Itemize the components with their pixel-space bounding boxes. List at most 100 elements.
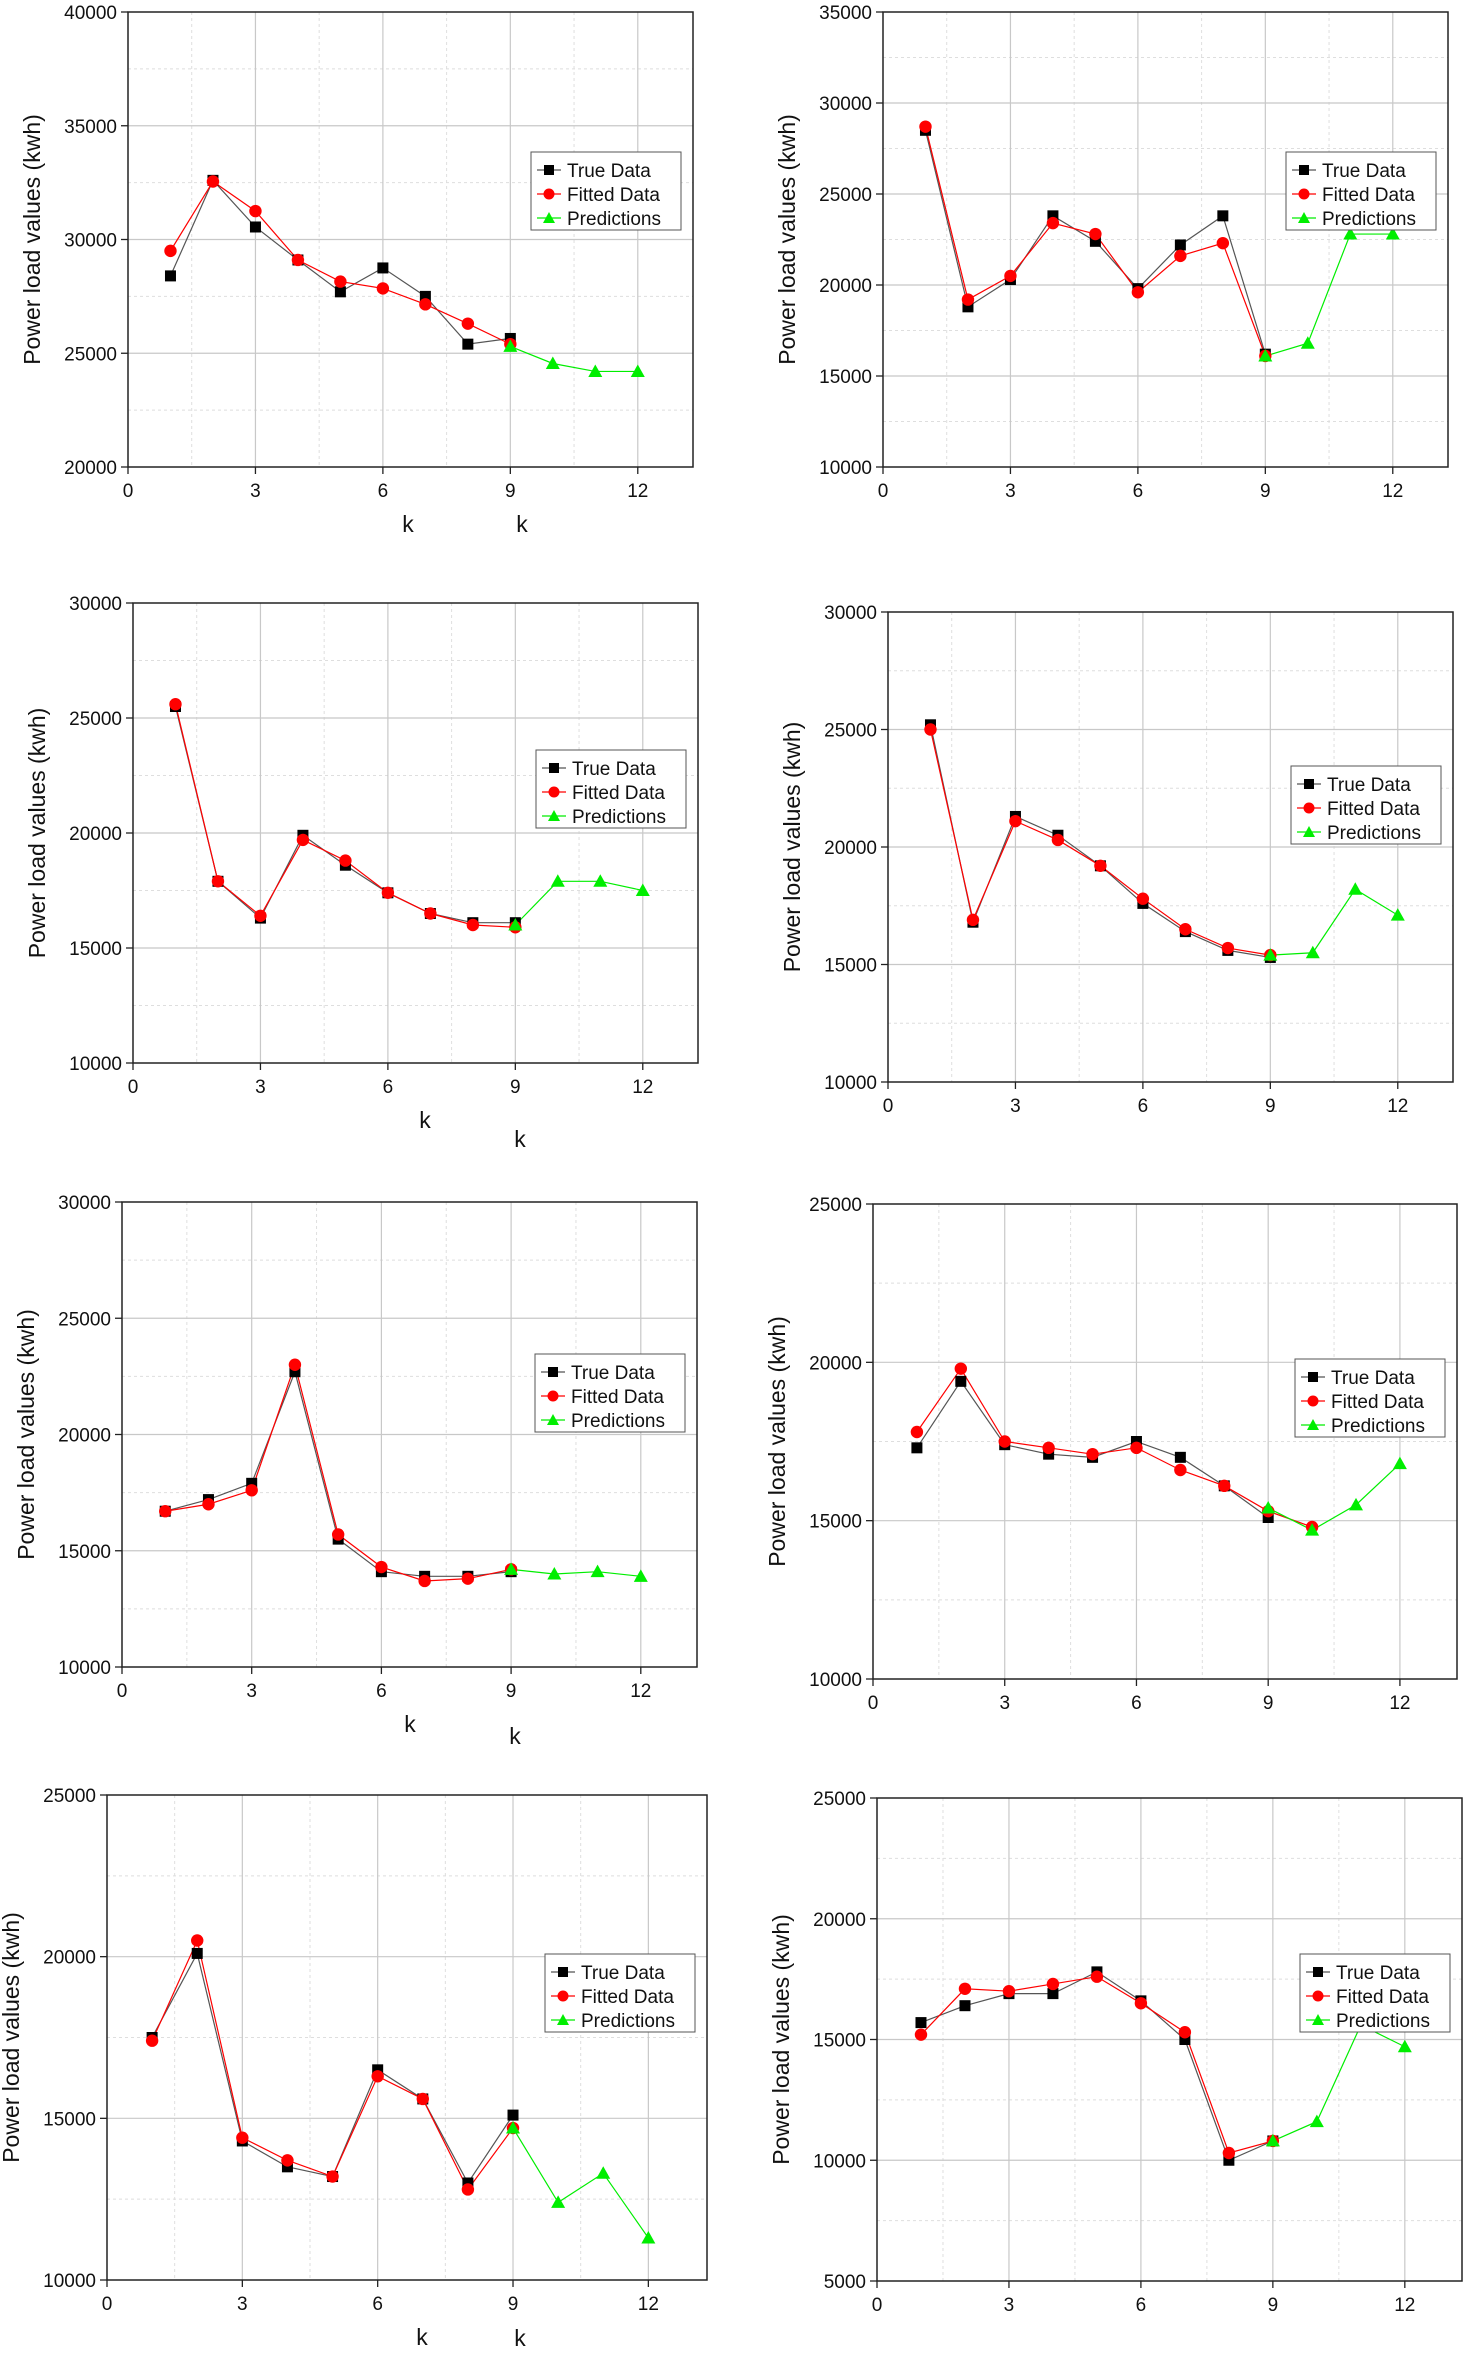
legend-box: [544, 1953, 696, 2033]
y-tick-label: 20000: [813, 1910, 866, 1931]
legend-label-predictions: Predictions: [1322, 209, 1416, 230]
y-axis-label: Power load values (kwh): [768, 1914, 794, 2165]
y-tick-label: 30000: [64, 231, 117, 252]
fitted-data-point: [958, 1982, 972, 1995]
fitted-data-point: [1051, 833, 1065, 847]
fitted-data-point: [1004, 269, 1017, 283]
y-axis-label: Power load values (kwh): [764, 1316, 790, 1567]
y-axis-label: Power load values (kwh): [779, 722, 805, 973]
y-tick-label: 30000: [819, 94, 872, 115]
true-data-point: [1262, 1512, 1274, 1523]
true-data-point: [164, 270, 176, 282]
fitted-data-point: [1131, 286, 1145, 299]
prediction-point: [1349, 1497, 1364, 1511]
x-tick-label: 6: [1133, 481, 1144, 502]
fitted-data-point: [924, 723, 937, 736]
fitted-data-point: [334, 275, 347, 288]
fitted-data-point: [914, 2028, 928, 2041]
y-tick-label: 20000: [69, 824, 122, 845]
prediction-point: [1265, 2133, 1280, 2147]
legend-marker: [1304, 779, 1314, 789]
true-data-point: [1047, 210, 1059, 222]
legend-marker: [547, 1390, 559, 1402]
y-tick-label: 40000: [64, 3, 117, 24]
x-tick-label: 12: [630, 1681, 651, 1702]
prediction-point: [547, 1567, 562, 1580]
x-axis-label: k: [514, 2325, 526, 2351]
fitted-data-point: [159, 1505, 172, 1518]
fitted-data-point: [288, 1358, 302, 1371]
x-tick-label: 0: [878, 481, 889, 502]
true-data-point: [1043, 1448, 1055, 1460]
legend: True Data Fitted Data Predictions: [544, 1953, 696, 2033]
x-tick-label: 9: [505, 481, 516, 502]
legend-marker: [1299, 165, 1309, 175]
legend-marker: [1312, 1990, 1324, 2002]
legend-label-predictions: Predictions: [1336, 2011, 1430, 2032]
prediction-point: [635, 883, 650, 896]
true-data-point: [419, 290, 431, 302]
predictions-line: [514, 880, 643, 926]
true-data-point: [915, 2017, 927, 2029]
legend-marker: [1308, 1372, 1318, 1382]
legend-marker: [544, 165, 554, 175]
fitted-data-point: [381, 886, 395, 899]
legend-label-fitted-data: Fitted Data: [581, 1987, 674, 2008]
fitted-data-point: [371, 2070, 384, 2083]
x-tick-label: 9: [1263, 1693, 1274, 1714]
y-axis-label: Power load values (kwh): [24, 708, 50, 959]
prediction-point: [551, 2195, 566, 2208]
x-tick-label: 0: [117, 1681, 128, 1702]
true-data-point: [1174, 1451, 1186, 1463]
legend-label-true-data: True Data: [1336, 1963, 1420, 1984]
y-axis-label: Power load values (kwh): [13, 1309, 39, 1560]
prediction-point: [588, 364, 603, 377]
legend: True Data Fitted Data Predictions: [1294, 1358, 1446, 1438]
true-data-point: [246, 1477, 258, 1489]
x-tick-label: 9: [508, 2294, 519, 2315]
legend-box: [1294, 1358, 1446, 1438]
prediction-point: [1305, 945, 1320, 959]
true-data-point: [1130, 1436, 1142, 1447]
fitted-data-point: [1042, 1441, 1055, 1455]
fitted-data-point: [910, 1425, 924, 1439]
legend-label-true-data: True Data: [1331, 1368, 1415, 1389]
legend-label-fitted-data: Fitted Data: [1336, 1987, 1429, 2008]
legend-label-fitted-data: Fitted Data: [572, 783, 665, 804]
legend-box: [1290, 765, 1442, 845]
legend-box: [1299, 1953, 1451, 2033]
fitted-data-point: [1136, 892, 1150, 905]
fitted-data-point: [236, 2131, 249, 2144]
fitted-data-point: [254, 909, 267, 922]
x-axis-label: k: [404, 1711, 416, 1737]
legend-label-true-data: True Data: [581, 1963, 665, 1984]
predictions-line: [1270, 888, 1399, 956]
y-tick-label: 15000: [819, 367, 872, 388]
legend: True Data Fitted Data Predictions: [534, 1353, 686, 1433]
fitted-data-point: [1216, 236, 1230, 250]
fitted-data-point: [164, 244, 177, 258]
x-tick-label: 6: [1138, 1096, 1149, 1117]
y-tick-label: 30000: [824, 603, 877, 624]
y-tick-label: 25000: [824, 721, 877, 742]
fitted-data-point: [202, 1498, 215, 1511]
legend-label-predictions: Predictions: [572, 807, 666, 828]
y-tick-label: 35000: [819, 3, 872, 24]
y-tick-label: 30000: [69, 594, 122, 615]
y-tick-label: 15000: [809, 1512, 862, 1533]
y-tick-label: 10000: [819, 458, 872, 479]
legend-label-predictions: Predictions: [567, 209, 661, 230]
prediction-point: [1261, 1501, 1276, 1514]
legend-box: [530, 151, 682, 231]
fitted-data-point: [919, 120, 932, 133]
fitted-data-point: [249, 204, 262, 218]
x-tick-label: 3: [237, 2294, 248, 2315]
true-data-point: [955, 1375, 967, 1387]
x-tick-label: 9: [1260, 481, 1271, 502]
x-tick-label: 9: [1268, 2295, 1279, 2316]
y-tick-label: 25000: [64, 344, 117, 365]
